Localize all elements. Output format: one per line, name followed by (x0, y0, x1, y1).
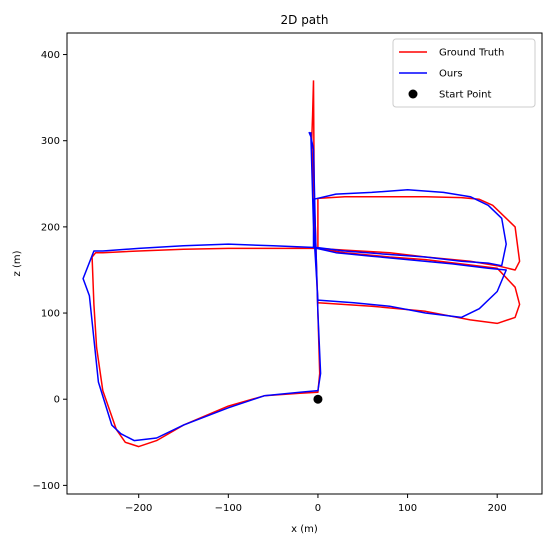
chart-title: 2D path (281, 13, 329, 27)
legend-label: Ours (439, 69, 463, 80)
x-tick-label: −200 (125, 503, 152, 514)
y-tick-label: 300 (41, 136, 60, 147)
legend-dot-swatch (408, 89, 418, 99)
y-axis-label: z (m) (12, 250, 23, 276)
series-layer (82, 80, 521, 448)
x-axis-label: x (m) (291, 524, 318, 535)
tick-layer: −200 −100 0 100 200 −100 0 100 200 300 400 (33, 50, 507, 514)
legend-box (392, 38, 536, 108)
series-line-1 (82, 131, 507, 442)
x-tick-label: 0 (315, 503, 321, 514)
legend-label: Ground Truth (439, 48, 504, 59)
y-tick-label: 0 (54, 395, 60, 406)
y-tick-label: 400 (41, 50, 60, 61)
y-tick-label: 200 (41, 222, 60, 233)
x-tick-label: 100 (398, 503, 417, 514)
legend-label: Start Point (439, 90, 492, 101)
legend: Ground Truth Ours Start Point (392, 38, 536, 108)
start-point-marker (313, 394, 323, 404)
plot-frame (66, 32, 543, 495)
x-tick-label: 200 (488, 503, 507, 514)
y-tick-label: −100 (33, 481, 60, 492)
y-tick-label: 100 (41, 309, 60, 320)
x-tick-label: −100 (215, 503, 242, 514)
